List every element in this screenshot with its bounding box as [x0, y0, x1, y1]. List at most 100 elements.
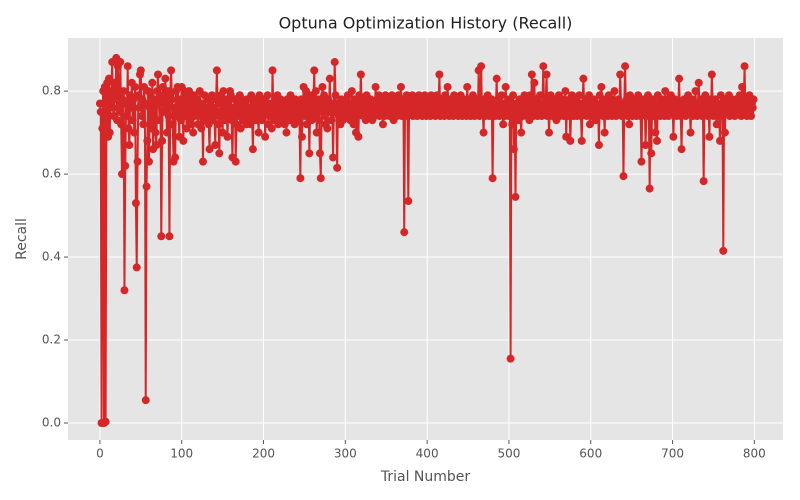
point [653, 136, 662, 145]
point [625, 120, 634, 129]
point [98, 124, 107, 133]
point [720, 128, 729, 137]
point [152, 141, 161, 150]
point [396, 82, 405, 91]
point [214, 120, 223, 129]
point [161, 74, 170, 83]
point [130, 128, 139, 137]
point [329, 153, 338, 162]
point [610, 87, 619, 96]
point [637, 157, 646, 166]
point [526, 91, 535, 100]
point [121, 161, 130, 170]
point [675, 74, 684, 83]
point [295, 116, 304, 125]
point [477, 62, 486, 71]
point [579, 74, 588, 83]
point [282, 128, 291, 137]
point [176, 95, 185, 104]
y-tick-label: 0.4 [42, 250, 61, 264]
point [116, 58, 125, 67]
point [539, 62, 548, 71]
point [108, 103, 117, 112]
point [600, 128, 609, 137]
point [268, 66, 277, 75]
point [219, 87, 228, 96]
point [155, 116, 164, 125]
point [148, 78, 157, 87]
point [158, 136, 167, 145]
point [527, 70, 536, 79]
point [171, 153, 180, 162]
point [356, 70, 365, 79]
point [738, 82, 747, 91]
point [248, 145, 257, 154]
point [545, 128, 554, 137]
point [120, 286, 129, 295]
point [325, 74, 334, 83]
point [162, 128, 171, 137]
point [128, 116, 137, 125]
point [231, 157, 240, 166]
point [509, 91, 518, 100]
point [435, 70, 444, 79]
point [647, 149, 656, 158]
point [168, 120, 177, 129]
point [616, 70, 625, 79]
point [119, 87, 128, 96]
point [566, 136, 575, 145]
point [694, 78, 703, 87]
point [95, 99, 104, 108]
point [215, 149, 224, 158]
point [310, 66, 319, 75]
point [621, 62, 630, 71]
point [347, 87, 356, 96]
point [124, 124, 133, 133]
point [144, 157, 153, 166]
point [136, 66, 145, 75]
point [661, 87, 670, 96]
point [151, 128, 160, 137]
point [748, 103, 757, 112]
point [400, 228, 409, 237]
point [211, 141, 220, 150]
point [263, 91, 272, 100]
point [378, 120, 387, 129]
point [315, 116, 324, 125]
point [246, 120, 255, 129]
y-tick-label: 0.6 [42, 167, 61, 181]
y-axis-label: Recall [14, 218, 30, 260]
point [747, 111, 756, 120]
point [595, 91, 604, 100]
point [479, 128, 488, 137]
point [677, 145, 686, 154]
y-tick-label: 0.0 [42, 415, 61, 429]
point [117, 120, 126, 129]
point [597, 82, 606, 91]
point [296, 174, 305, 183]
point [160, 95, 169, 104]
point [371, 82, 380, 91]
point [132, 263, 141, 272]
x-tick-label: 700 [661, 447, 684, 461]
point [261, 132, 270, 141]
point [707, 70, 716, 79]
point [311, 87, 320, 96]
point [167, 95, 176, 104]
point [117, 170, 126, 179]
point [139, 120, 148, 129]
marks [95, 53, 758, 427]
point [740, 62, 749, 71]
x-tick-label: 0 [96, 447, 104, 461]
point [488, 174, 497, 183]
point [641, 141, 650, 150]
point [110, 78, 119, 87]
chart-title: Optuna Optimization History (Recall) [279, 14, 573, 33]
point [315, 149, 324, 158]
point [705, 132, 714, 141]
point [619, 172, 628, 181]
x-tick-label: 600 [579, 447, 602, 461]
point [542, 70, 551, 79]
point [187, 120, 196, 129]
point [167, 66, 176, 75]
